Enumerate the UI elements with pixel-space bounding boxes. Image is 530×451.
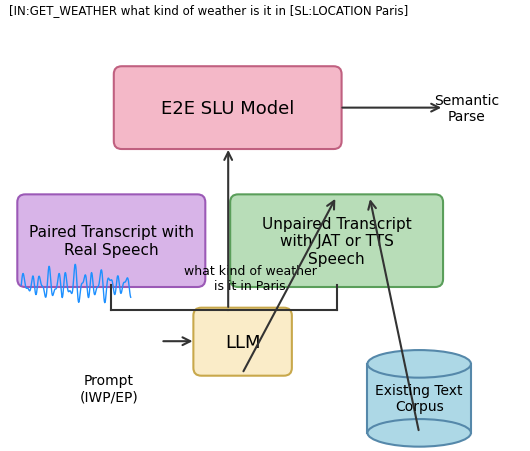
Ellipse shape	[367, 350, 471, 378]
FancyBboxPatch shape	[193, 308, 292, 376]
Text: Prompt
(IWP/EP): Prompt (IWP/EP)	[80, 373, 138, 404]
FancyBboxPatch shape	[230, 195, 443, 287]
Text: E2E SLU Model: E2E SLU Model	[161, 99, 294, 117]
Text: Paired Transcript with
Real Speech: Paired Transcript with Real Speech	[29, 225, 194, 258]
Text: [IN:GET_WEATHER what kind of weather is it in [SL:LOCATION Paris]: [IN:GET_WEATHER what kind of weather is …	[10, 4, 409, 17]
Text: LLM: LLM	[225, 333, 260, 351]
FancyBboxPatch shape	[114, 67, 342, 150]
Bar	[367, 364, 471, 433]
Ellipse shape	[367, 419, 471, 446]
Text: Unpaired Transcript
with JAT or TTS
Speech: Unpaired Transcript with JAT or TTS Spee…	[262, 216, 411, 266]
Text: Existing Text
Corpus: Existing Text Corpus	[375, 383, 463, 414]
FancyBboxPatch shape	[17, 195, 205, 287]
Text: what kind of weather
is it in Paris: what kind of weather is it in Paris	[183, 265, 316, 293]
Text: Semantic
Parse: Semantic Parse	[435, 93, 499, 124]
